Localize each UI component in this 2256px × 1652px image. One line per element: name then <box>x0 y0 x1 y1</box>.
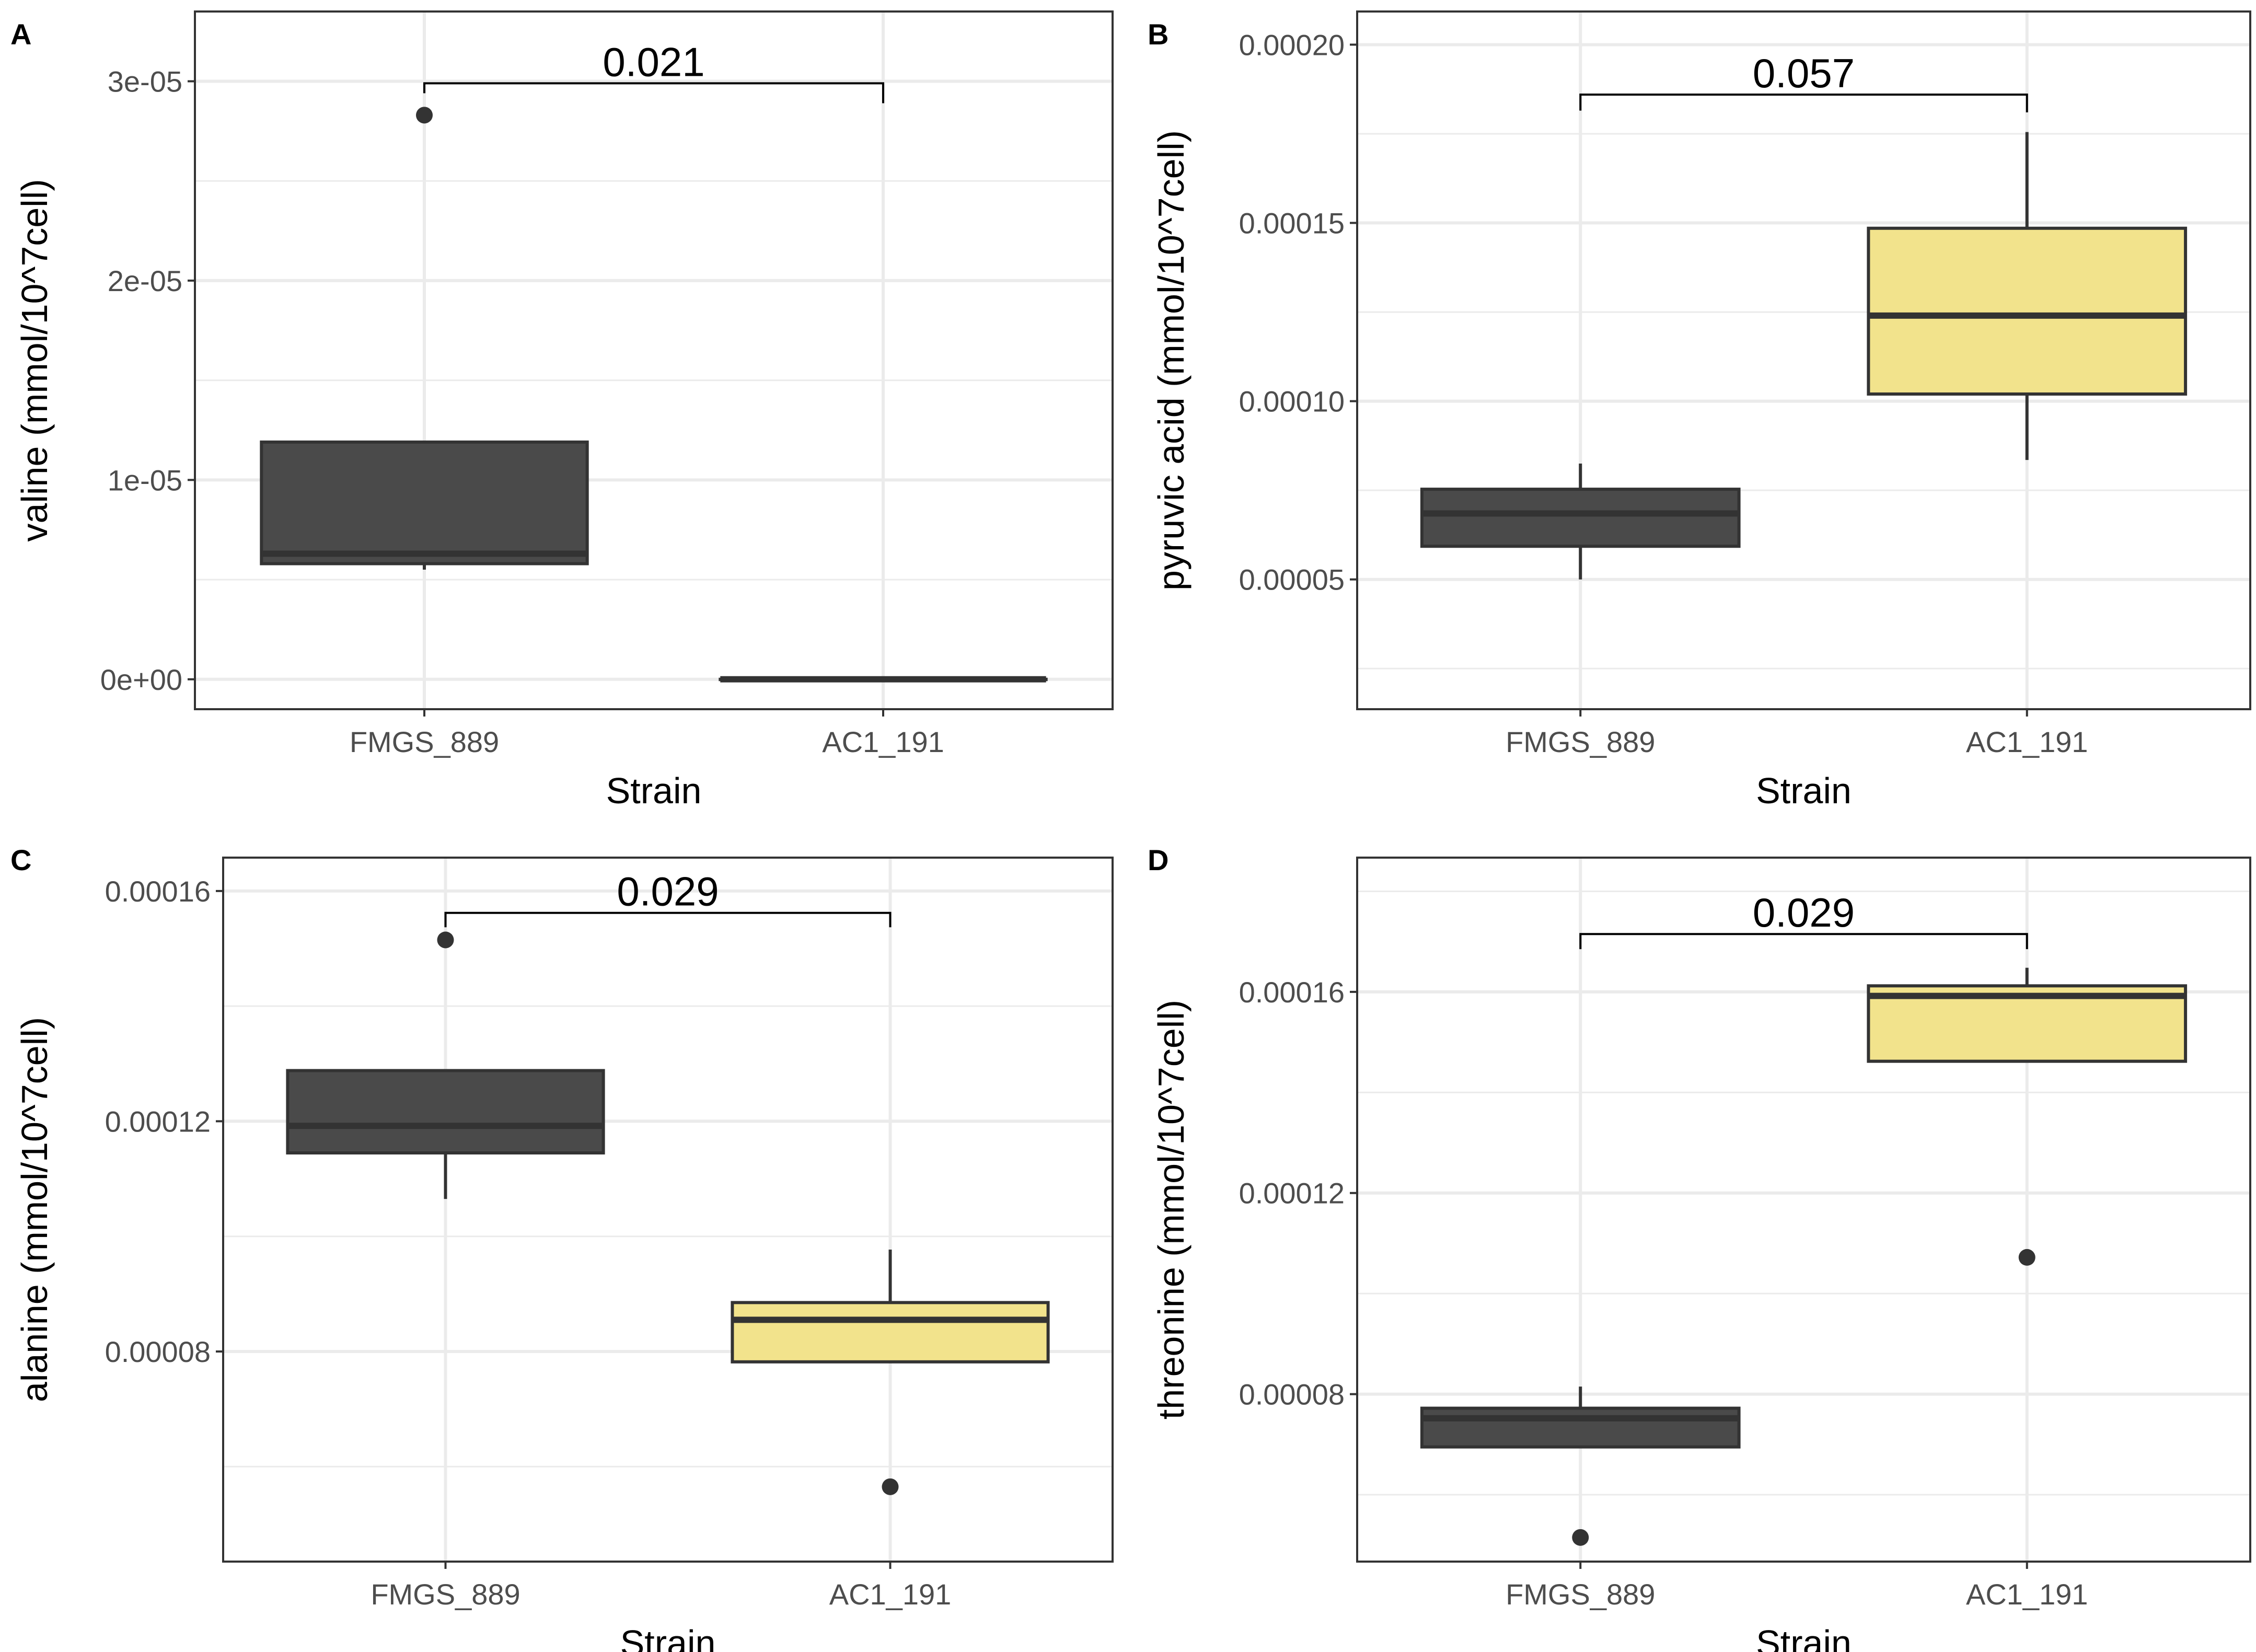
panel-border <box>194 10 1114 710</box>
box-fmgs-889 <box>260 107 589 570</box>
bracket-line <box>444 911 892 928</box>
x-tick-label: FMGS_889 <box>350 725 499 758</box>
y-tick-label: 0e+00 <box>100 663 182 696</box>
p-value-label: 0.057 <box>1753 50 1855 96</box>
panel-b: B 0.057 0.00005 0.00010 0.00015 0.00020 FMGS_8… <box>1148 10 2251 811</box>
y-tick-label: 0.00020 <box>1239 28 1345 61</box>
y-tick-label: 0.00012 <box>1239 1177 1345 1210</box>
outlier-point <box>1572 1529 1589 1546</box>
panel-letter: B <box>1148 18 1169 51</box>
comparison-bracket: 0.029 <box>1579 889 2028 950</box>
y-tick-label: 0.00008 <box>1239 1378 1345 1411</box>
y-tick-label: 3e-05 <box>108 65 182 98</box>
p-value-label: 0.029 <box>1753 889 1855 935</box>
bracket-line <box>1579 93 2028 113</box>
box-iqr <box>260 440 589 565</box>
outlier-point <box>882 1478 899 1495</box>
x-tick-label: AC1_191 <box>1966 1578 2088 1611</box>
y-tick-label: 0.00016 <box>105 875 211 908</box>
panel-border <box>1356 10 2251 710</box>
outlier-point <box>2018 1249 2035 1266</box>
x-axis-title: Strain <box>1756 1623 1852 1652</box>
panel-letter: A <box>10 18 31 51</box>
box-iqr <box>286 1069 605 1155</box>
outlier-point <box>437 931 454 949</box>
panel-letter: D <box>1148 844 1169 876</box>
panel-letter: C <box>10 844 31 876</box>
y-axis-title: alanine (mmol/10^7cell) <box>14 1017 55 1402</box>
y-tick-label: 0.00015 <box>1239 207 1345 240</box>
y-tick-label: 0.00005 <box>1239 563 1345 596</box>
panel-border <box>222 857 1114 1563</box>
y-tick-label: 1e-05 <box>108 464 182 496</box>
bracket-line <box>423 82 884 103</box>
comparison-bracket: 0.021 <box>423 39 884 103</box>
x-axis-title: Strain <box>620 1623 716 1652</box>
box-ac1-191 <box>731 1250 1050 1495</box>
panel-a: A 0.021 0e+00 1e-05 2e-05 3e-05 FMGS_889 AC1_19… <box>10 10 1114 811</box>
x-axis-title: Strain <box>1756 770 1852 811</box>
box-iqr <box>1420 488 1741 548</box>
box-iqr <box>1867 226 2188 396</box>
comparison-bracket: 0.057 <box>1579 50 2028 113</box>
plot-background <box>223 858 1113 1562</box>
plot-background <box>1357 858 2250 1562</box>
box-fmgs-889 <box>286 931 605 1199</box>
y-tick-label: 0.00016 <box>1239 976 1345 1009</box>
x-tick-label: AC1_191 <box>822 725 944 758</box>
x-tick-label: AC1_191 <box>829 1578 952 1611</box>
y-axis-title: threonine (mmol/10^7cell) <box>1151 1000 1191 1419</box>
x-axis-title: Strain <box>606 770 702 811</box>
bracket-line <box>1579 933 2028 950</box>
x-tick-label: AC1_191 <box>1966 725 2088 758</box>
box-iqr <box>1420 1406 1741 1449</box>
panel-border <box>1356 857 2251 1563</box>
outlier-point <box>416 107 433 124</box>
x-tick-label: FMGS_889 <box>1506 725 1655 758</box>
box-ac1-191 <box>1867 132 2188 460</box>
y-tick-label: 0.00010 <box>1239 385 1345 418</box>
panel-c: C 0.029 0.00008 0.00012 0.00016 FMGS_889 AC1_1… <box>10 844 1114 1652</box>
box-fmgs-889 <box>1420 1387 1741 1546</box>
p-value-label: 0.021 <box>603 39 704 85</box>
box-fmgs-889 <box>1420 463 1741 580</box>
panel-d: D 0.029 0.00008 0.00012 0.00016 FMGS_889 AC1_1… <box>1148 844 2251 1652</box>
box-iqr <box>731 1301 1050 1364</box>
y-tick-label: 0.00008 <box>105 1335 211 1368</box>
x-tick-label: FMGS_889 <box>1506 1578 1655 1611</box>
comparison-bracket: 0.029 <box>444 869 892 928</box>
y-tick-label: 2e-05 <box>108 264 182 297</box>
p-value-label: 0.029 <box>617 869 719 915</box>
x-tick-label: FMGS_889 <box>371 1578 520 1611</box>
plot-background <box>195 11 1113 709</box>
box-ac1-191 <box>1867 967 2188 1266</box>
box-ac1-191 <box>719 676 1048 683</box>
y-axis-title: valine (mmol/10^7cell) <box>14 179 55 541</box>
y-axis-title: pyruvic acid (mmol/10^7cell) <box>1151 130 1191 591</box>
y-tick-label: 0.00012 <box>105 1105 211 1138</box>
